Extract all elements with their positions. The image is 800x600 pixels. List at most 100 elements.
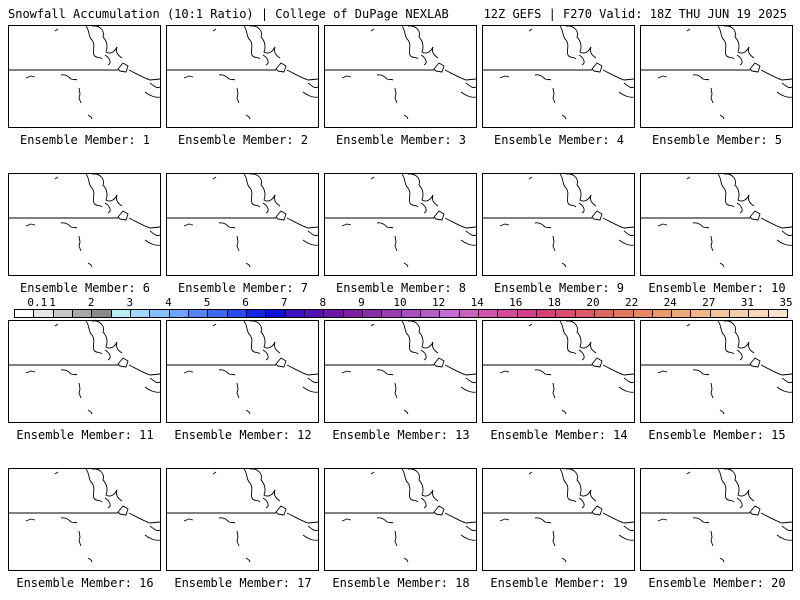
colorbar-swatch: [246, 310, 267, 317]
ensemble-member-label: Ensemble Member: 1: [19, 133, 151, 147]
ensemble-member-label: Ensemble Member: 10: [648, 281, 786, 295]
colorbar-tick-label: 27: [702, 296, 716, 309]
ensemble-member-map: [324, 468, 477, 571]
snowfall-colorbar: [14, 309, 788, 318]
ensemble-member-map: [482, 173, 635, 276]
colorbar-swatch: [382, 310, 402, 317]
colorbar-swatch: [420, 310, 441, 317]
ensemble-member-label: Ensemble Member: 14: [490, 428, 628, 442]
ensemble-member-panel: Ensemble Member: 16: [8, 468, 161, 590]
colorbar-swatch: [710, 310, 731, 317]
colorbar-tick-label: 2: [87, 296, 95, 309]
colorbar-swatch: [53, 310, 73, 317]
ensemble-member-label: Ensemble Member: 12: [174, 428, 312, 442]
colorbar-swatch: [188, 310, 209, 317]
colorbar-tick-label: 8: [319, 296, 327, 309]
colorbar-swatch: [614, 310, 634, 317]
colorbar-swatch: [672, 310, 692, 317]
colorbar-swatch: [594, 310, 615, 317]
ensemble-member-label: Ensemble Member: 6: [19, 281, 151, 295]
ensemble-member-label: Ensemble Member: 9: [493, 281, 625, 295]
colorbar-swatch: [575, 310, 595, 317]
ensemble-member-map: [166, 320, 319, 423]
ensemble-member-map: [324, 173, 477, 276]
ensemble-member-map: [640, 173, 793, 276]
colorbar-swatch: [691, 310, 711, 317]
colorbar-tick-label: 31: [740, 296, 755, 309]
ensemble-member-map: [8, 25, 161, 128]
colorbar-tick-label: 7: [280, 296, 288, 309]
colorbar-swatch: [266, 310, 286, 317]
colorbar-tick-label: 0.1: [27, 296, 48, 309]
colorbar-tick-label: 6: [242, 296, 249, 309]
colorbar-swatch: [34, 310, 54, 317]
ensemble-member-label: Ensemble Member: 13: [332, 428, 470, 442]
ensemble-member-label: Ensemble Member: 5: [651, 133, 783, 147]
colorbar-swatch: [478, 310, 499, 317]
colorbar-tick-label: 24: [663, 296, 677, 309]
colorbar-swatch: [633, 310, 653, 317]
colorbar-tick-label: 18: [547, 296, 562, 309]
ensemble-member-panel: Ensemble Member: 3: [324, 25, 477, 147]
colorbar-tick-label: 1: [49, 296, 56, 309]
colorbar-tick-label: 10: [393, 296, 407, 309]
colorbar-tick-label: 3: [126, 296, 134, 309]
colorbar-swatch: [556, 310, 576, 317]
ensemble-member-panel: Ensemble Member: 18: [324, 468, 477, 590]
ensemble-member-panel: Ensemble Member: 12: [166, 320, 319, 442]
ensemble-member-map: [8, 173, 161, 276]
ensemble-member-label: Ensemble Member: 7: [177, 281, 309, 295]
ensemble-member-map: [8, 320, 161, 423]
colorbar-swatch: [15, 310, 35, 317]
colorbar-swatch: [440, 310, 460, 317]
ensemble-member-label: Ensemble Member: 15: [648, 428, 786, 442]
ensemble-member-label: Ensemble Member: 17: [174, 576, 312, 590]
ensemble-member-panel: Ensemble Member: 5: [640, 25, 793, 147]
ensemble-member-label: Ensemble Member: 19: [490, 576, 628, 590]
colorbar-swatch: [111, 310, 131, 317]
colorbar-swatch: [749, 310, 769, 317]
colorbar-swatch: [498, 310, 518, 317]
ensemble-member-map: [166, 25, 319, 128]
ensemble-member-map: [8, 468, 161, 571]
model-run-info: 12Z GEFS | F270 Valid: 18Z THU JUN 19 20…: [483, 7, 787, 21]
map-title: Snowfall Accumulation (10:1 Ratio) | Col…: [8, 7, 449, 21]
ensemble-member-panel: Ensemble Member: 9: [482, 173, 635, 295]
colorbar-tick-label: 14: [470, 296, 484, 309]
ensemble-member-panel: Ensemble Member: 11: [8, 320, 161, 442]
colorbar-swatch: [343, 310, 363, 317]
colorbar-labels: 0.1123456789101214161820222427313539: [0, 296, 800, 310]
ensemble-member-panel: Ensemble Member: 7: [166, 173, 319, 295]
ensemble-member-label: Ensemble Member: 11: [16, 428, 154, 442]
colorbar-tick-label: 35: [779, 296, 793, 309]
colorbar-swatch: [362, 310, 383, 317]
colorbar-swatch: [304, 310, 325, 317]
ensemble-member-panel: Ensemble Member: 15: [640, 320, 793, 442]
ensemble-member-panel: Ensemble Member: 6: [8, 173, 161, 295]
ensemble-member-label: Ensemble Member: 20: [648, 576, 786, 590]
ensemble-member-panel: Ensemble Member: 20: [640, 468, 793, 590]
colorbar-swatch: [768, 310, 788, 317]
ensemble-member-label: Ensemble Member: 4: [493, 133, 625, 147]
ensemble-member-panel: Ensemble Member: 1: [8, 25, 161, 147]
colorbar-swatch: [652, 310, 673, 317]
ensemble-member-map: [324, 25, 477, 128]
ensemble-member-map: [640, 25, 793, 128]
ensemble-member-panel: Ensemble Member: 8: [324, 173, 477, 295]
ensemble-member-map: [482, 25, 635, 128]
ensemble-member-map: [482, 468, 635, 571]
ensemble-member-panel: Ensemble Member: 10: [640, 173, 793, 295]
colorbar-swatch: [208, 310, 228, 317]
colorbar-swatch: [92, 310, 112, 317]
colorbar-swatch: [169, 310, 189, 317]
colorbar-swatch: [227, 310, 247, 317]
colorbar-tick-label: 16: [509, 296, 523, 309]
ensemble-member-panel: Ensemble Member: 2: [166, 25, 319, 147]
colorbar-tick-label: 5: [203, 296, 211, 309]
ensemble-member-panel: Ensemble Member: 17: [166, 468, 319, 590]
ensemble-member-map: [640, 468, 793, 571]
ensemble-member-map: [640, 320, 793, 423]
colorbar-swatch: [150, 310, 170, 317]
ensemble-member-label: Ensemble Member: 18: [332, 576, 470, 590]
ensemble-member-map: [166, 173, 319, 276]
